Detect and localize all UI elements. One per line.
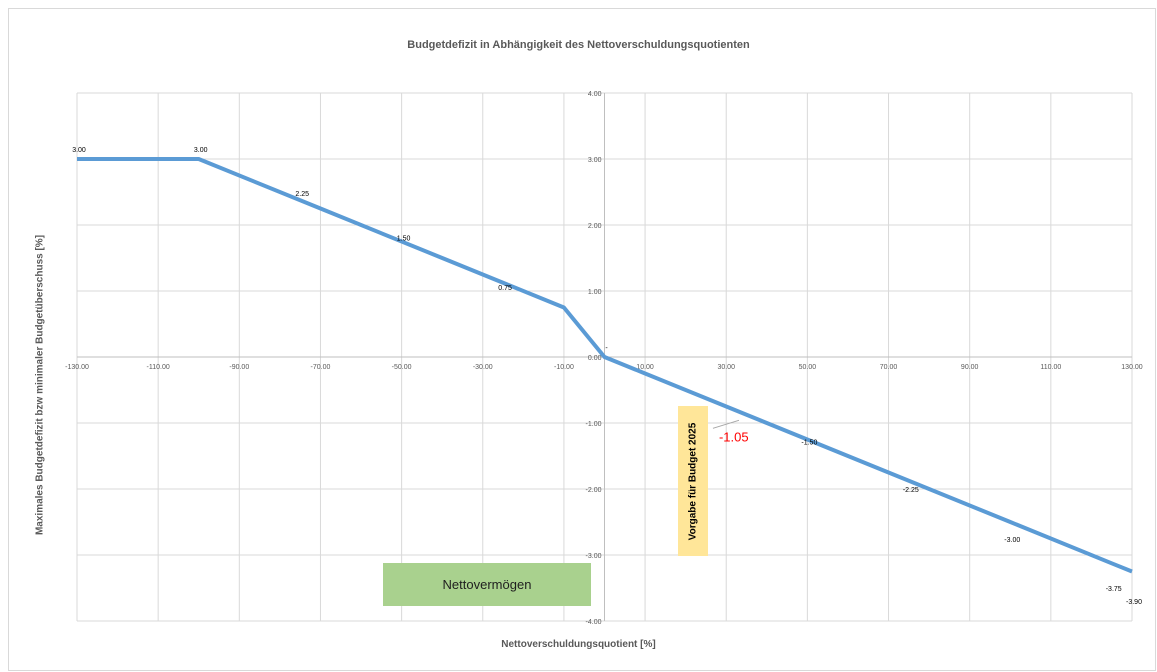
x-tick-label: -30.00 [473, 364, 493, 371]
x-tick-label: -130.00 [65, 364, 89, 371]
data-label: 1.50 [397, 235, 411, 242]
data-label: 3.00 [72, 147, 86, 154]
nettovermoegen-label: Nettovermögen [442, 577, 532, 592]
data-label: 3.00 [194, 147, 208, 154]
data-label: -3.90 [1126, 599, 1142, 606]
chart-title: Budgetdefizit in Abhängigkeit des Nettov… [407, 39, 750, 51]
y-tick-label: -4.00 [586, 619, 602, 626]
series-line [77, 157, 1133, 574]
y-tick-label: -2.00 [586, 487, 602, 494]
y-tick-label: 4.00 [588, 91, 602, 98]
x-tick-label: 10.00 [636, 364, 654, 371]
y-tick-label: 3.00 [588, 157, 602, 164]
x-tick-label: 130.00 [1121, 364, 1143, 371]
data-labels: 3.00 3.00 2.25 1.50 0.75 - -1.50 -2.25 -3.00 -3.7… [72, 147, 1142, 606]
nettovermoegen-box: Nettovermögen [383, 563, 591, 606]
series-layer [77, 157, 1133, 574]
x-tick-label: -50.00 [392, 364, 412, 371]
annotation-highlight-value: -1.05 [719, 429, 749, 444]
x-tick-label: 90.00 [961, 364, 979, 371]
x-axis-title: Nettoverschuldungsquotient [%] [501, 639, 656, 650]
y-tick-label: -1.00 [586, 421, 602, 428]
x-tick-label: 110.00 [1040, 364, 1061, 371]
x-tick-label: -110.00 [147, 364, 170, 371]
vorgabe-budget-label: Vorgabe für Budget 2025 [687, 422, 699, 540]
x-tick-label: -90.00 [229, 364, 249, 371]
x-tick-label: 50.00 [799, 364, 817, 371]
data-label: - [605, 345, 608, 352]
data-label: 0.75 [498, 285, 512, 292]
data-label: -3.75 [1106, 586, 1122, 593]
annotation-leader [712, 419, 740, 429]
x-tick-label: -70.00 [311, 364, 331, 371]
y-tick-label: 1.00 [588, 289, 602, 296]
data-label: -1.50 [801, 439, 817, 446]
tick-labels: -130.00 -110.00 -90.00 -70.00 -50.00 -30.00 -1… [65, 91, 1143, 626]
chart-frame [8, 8, 1156, 671]
x-tick-label: -10.00 [554, 364, 574, 371]
annotations: -1.05 [712, 419, 749, 444]
x-tick-label: 70.00 [880, 364, 898, 371]
data-label: 2.25 [295, 191, 309, 198]
x-tick-label: 30.00 [717, 364, 735, 371]
y-tick-label: -3.00 [586, 553, 602, 560]
y-tick-label: 0.00 [588, 355, 602, 362]
data-label: -3.00 [1004, 537, 1020, 544]
y-tick-label: 2.00 [588, 223, 602, 230]
vorgabe-budget-box: Vorgabe für Budget 2025 [678, 406, 708, 556]
data-label: -2.25 [903, 487, 919, 494]
